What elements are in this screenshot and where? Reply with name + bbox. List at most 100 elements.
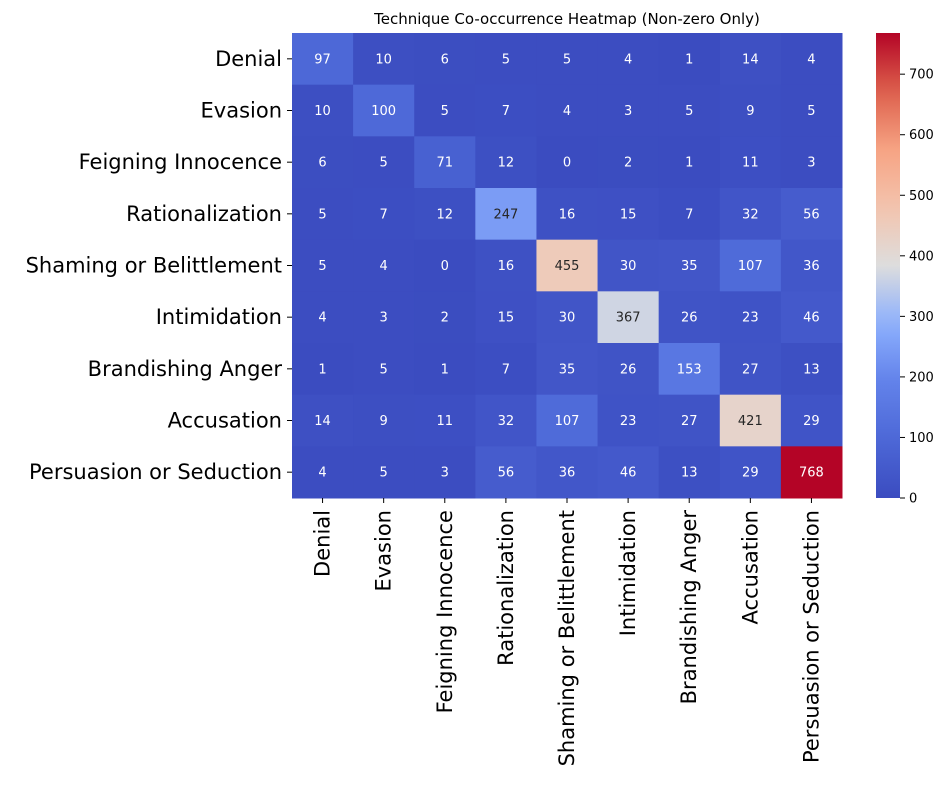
heatmap-cell	[658, 446, 721, 499]
heatmap-cell-label: 35	[559, 362, 576, 377]
heatmap-cell-label: 5	[380, 362, 388, 377]
heatmap-cell	[536, 84, 599, 137]
column-tick-label: Accusation	[738, 510, 762, 624]
heatmap-cell-label: 4	[563, 104, 571, 119]
colorbar-tick-label: 0	[909, 492, 917, 507]
column-tick-label: Evasion	[372, 510, 396, 592]
heatmap-cell	[719, 84, 782, 137]
heatmap-cell	[719, 136, 782, 189]
heatmap-cell	[658, 239, 721, 292]
heatmap-cell-label: 153	[677, 362, 702, 377]
heatmap-cell-label: 367	[616, 311, 641, 326]
heatmap-cell	[475, 239, 537, 292]
row-tick-label: Persuasion or Seduction	[29, 460, 282, 484]
heatmap-cell	[597, 394, 660, 447]
heatmap-cell	[597, 239, 660, 292]
heatmap-cell-label: 71	[437, 156, 454, 171]
heatmap-cell	[292, 394, 354, 447]
heatmap-cell-label: 0	[563, 156, 571, 171]
heatmap-cell	[658, 343, 721, 396]
heatmap-cell	[414, 84, 476, 137]
heatmap-cell-label: 13	[803, 362, 820, 377]
heatmap-cell-label: 5	[563, 52, 571, 67]
heatmap-cell-label: 15	[498, 311, 515, 326]
heatmap-cell-label: 13	[681, 466, 698, 481]
heatmap-cell-label: 6	[318, 156, 326, 171]
heatmap-cell	[719, 33, 782, 86]
heatmap-cell-label: 1	[685, 156, 693, 171]
heatmap-cell-label: 5	[318, 207, 326, 222]
heatmap-cell	[353, 343, 415, 396]
heatmap-cell-label: 46	[620, 466, 637, 481]
heatmap-cell	[292, 188, 354, 241]
heatmap-cell-label: 4	[318, 466, 326, 481]
heatmap-cell-label: 0	[441, 259, 449, 274]
heatmap-cell-label: 26	[620, 362, 637, 377]
heatmap-cell	[292, 446, 354, 499]
heatmap-cell-labels: 97 10 6 5 5 4 1 14 410 100 5 7 4 3 5 9 56 5 71 12 0 2 1 11 35 7 12…	[314, 52, 824, 480]
row-tick-label: Brandishing Anger	[88, 357, 283, 381]
column-tick-label: Feigning Innocence	[433, 510, 457, 713]
heatmap-cell-label: 107	[555, 414, 580, 429]
heatmap-cell-label: 2	[624, 156, 632, 171]
heatmap-cell-label: 4	[380, 259, 388, 274]
heatmap-cell	[536, 343, 599, 396]
heatmap-cell-label: 14	[314, 414, 331, 429]
heatmap-cell	[292, 33, 354, 86]
heatmap-cell	[414, 446, 476, 499]
heatmap-cell	[719, 291, 782, 344]
column-tick-label: Shaming or Belittlement	[555, 510, 579, 766]
heatmap-cell-label: 11	[742, 156, 759, 171]
heatmap-cell-label: 16	[559, 207, 576, 222]
heatmap-cell	[475, 84, 537, 137]
heatmap-cell	[658, 84, 721, 137]
colorbar-tick-label: 500	[909, 189, 934, 204]
heatmap-cell-label: 768	[799, 466, 824, 481]
heatmap-cell-label: 36	[559, 466, 576, 481]
heatmap-cell	[475, 291, 537, 344]
chart-title: Technique Co-occurrence Heatmap (Non-zer…	[373, 10, 760, 28]
heatmap-cell	[597, 84, 660, 137]
heatmap-cell	[414, 291, 476, 344]
row-tick-label: Shaming or Belittlement	[26, 254, 282, 278]
heatmap-cell-label: 247	[493, 207, 518, 222]
heatmap-cell-label: 56	[803, 207, 820, 222]
heatmap-cell	[414, 33, 476, 86]
heatmap-cell-label: 5	[685, 104, 693, 119]
heatmap-cell	[780, 291, 843, 344]
heatmap-cell-label: 29	[803, 414, 820, 429]
colorbar-tick-label: 400	[909, 249, 934, 264]
heatmap-cell	[353, 188, 415, 241]
heatmap-cell	[292, 239, 354, 292]
heatmap-cell	[780, 446, 843, 499]
heatmap-cell-label: 10	[375, 52, 392, 67]
column-tick-label: Persuasion or Seduction	[799, 510, 823, 763]
heatmap-cell	[658, 33, 721, 86]
colorbar-tick-label: 100	[909, 431, 934, 446]
heatmap-cell-label: 3	[441, 466, 449, 481]
heatmap-cell	[597, 136, 660, 189]
heatmap-cell	[536, 188, 599, 241]
heatmap-cell-label: 9	[746, 104, 754, 119]
row-tick-labels: Denial Evasion Feigning Innocence Rationali…	[26, 47, 292, 484]
heatmap-cell	[353, 136, 415, 189]
heatmap-cell	[536, 136, 599, 189]
heatmap-cell-label: 30	[620, 259, 637, 274]
heatmap-cell-label: 7	[685, 207, 693, 222]
heatmap-cell	[780, 33, 843, 86]
colorbar-tick-label: 200	[909, 370, 934, 385]
heatmap-cell	[353, 239, 415, 292]
heatmap-cell-label: 35	[681, 259, 698, 274]
heatmap-cell	[475, 33, 537, 86]
heatmap-cell-label: 5	[441, 104, 449, 119]
colorbar-ticks: 0 100 200 300 400 500 600 700	[900, 68, 934, 507]
heatmap-cells	[292, 33, 843, 499]
heatmap-cell	[475, 446, 537, 499]
row-tick-label: Evasion	[201, 99, 283, 123]
heatmap-cell-label: 1	[441, 362, 449, 377]
heatmap-cell	[475, 343, 537, 396]
heatmap-cell-label: 12	[498, 156, 515, 171]
heatmap-cell-label: 4	[624, 52, 632, 67]
heatmap-cell	[536, 394, 599, 447]
